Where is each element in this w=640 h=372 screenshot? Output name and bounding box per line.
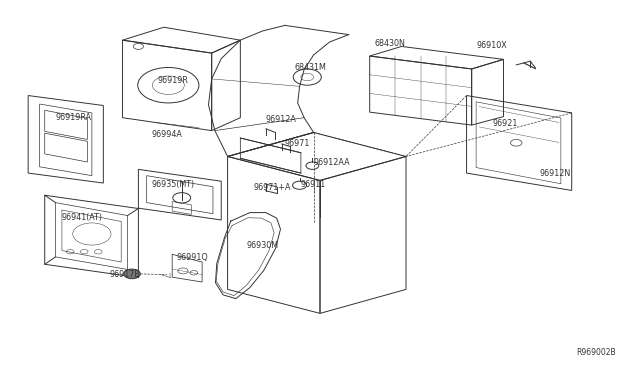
Text: 96919R: 96919R — [157, 76, 188, 85]
Text: 96991Q: 96991Q — [177, 253, 209, 263]
Text: 96912N: 96912N — [540, 169, 571, 177]
Text: 96910X: 96910X — [476, 41, 507, 50]
Text: 96917B: 96917B — [109, 270, 141, 279]
Text: 96971+A: 96971+A — [253, 183, 291, 192]
Text: 68430N: 68430N — [374, 39, 405, 48]
Text: 96941(AT): 96941(AT) — [62, 213, 103, 222]
Text: R969002B: R969002B — [577, 347, 616, 357]
Text: 96930M: 96930M — [246, 241, 279, 250]
Text: 96994A: 96994A — [151, 130, 182, 139]
Text: 96921: 96921 — [492, 119, 517, 128]
Text: 96971: 96971 — [285, 139, 310, 148]
Text: 96912A: 96912A — [266, 115, 297, 124]
Text: 96935(MT): 96935(MT) — [151, 180, 195, 189]
Text: 68431M: 68431M — [294, 63, 326, 72]
Circle shape — [124, 269, 140, 279]
Text: 96912AA: 96912AA — [314, 157, 350, 167]
Text: 96919RA: 96919RA — [56, 113, 92, 122]
Text: 96911: 96911 — [301, 180, 326, 189]
